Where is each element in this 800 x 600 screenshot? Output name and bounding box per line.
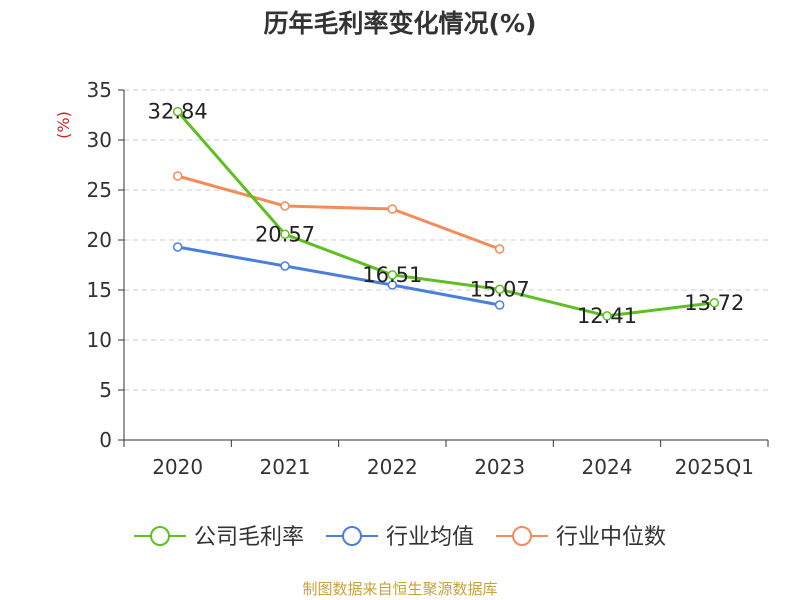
series-line xyxy=(177,245,500,307)
data-point xyxy=(494,244,505,254)
x-tick-label: 2021 xyxy=(260,455,311,479)
x-tick-label: 2020 xyxy=(152,455,203,479)
y-tick-label: 15 xyxy=(87,278,112,302)
legend-marker xyxy=(342,526,362,546)
legend-label: 行业均值 xyxy=(386,525,474,550)
data-point xyxy=(387,204,398,214)
x-tick-label: 2024 xyxy=(582,455,633,479)
y-tick-label: 25 xyxy=(87,178,112,202)
data-point xyxy=(172,242,183,252)
x-tick-label: 2023 xyxy=(474,455,525,479)
x-tick-label: 2022 xyxy=(367,455,418,479)
legend: 公司毛利率 行业均值 行业中位数 xyxy=(134,525,666,550)
data-point xyxy=(280,229,290,240)
data-label: 16.51 xyxy=(362,263,422,287)
legend-label: 公司毛利率 xyxy=(194,525,304,550)
y-tick-label: 35 xyxy=(87,78,112,102)
data-point xyxy=(172,171,183,181)
y-tick-label: 0 xyxy=(99,428,112,452)
series-lines xyxy=(176,110,715,318)
y-tick-label: 30 xyxy=(87,128,112,152)
x-tick-label: 2025Q1 xyxy=(675,455,754,479)
legend-label: 行业中位数 xyxy=(556,525,666,550)
data-labels: 32.84 20.57 16.51 15.07 12.41 13.72 xyxy=(148,100,745,328)
data-point xyxy=(387,280,398,290)
series-line xyxy=(177,174,501,251)
data-point xyxy=(280,261,290,271)
grid-lines xyxy=(124,89,768,391)
y-tick-label: 10 xyxy=(87,328,112,352)
data-label: 13.72 xyxy=(684,291,744,315)
data-label: 15.07 xyxy=(470,277,530,301)
data-point xyxy=(280,201,290,211)
data-label: 20.57 xyxy=(255,222,315,246)
legend-marker xyxy=(150,526,170,546)
data-point xyxy=(494,284,505,295)
y-tick-label: 20 xyxy=(87,228,112,252)
legend-marker xyxy=(512,526,532,546)
legend-item: 行业中位数 xyxy=(496,525,666,550)
data-point xyxy=(494,300,505,310)
data-point xyxy=(172,106,183,117)
chart-title: 历年毛利率变化情况(%) xyxy=(263,9,537,38)
y-axis-label: (%) xyxy=(54,111,73,139)
data-label: 12.41 xyxy=(577,304,637,328)
series-points xyxy=(172,106,720,321)
legend-item: 行业均值 xyxy=(326,525,474,550)
data-point xyxy=(387,270,398,280)
axes: 0 5 10 15 20 25 30 35 2020 2021 2022 2023 2024 2025Q1… xyxy=(54,78,769,479)
series-line xyxy=(176,110,715,318)
data-point xyxy=(602,311,612,321)
legend-item: 公司毛利率 xyxy=(134,525,304,550)
source-note: 制图数据来自恒生聚源数据库 xyxy=(302,580,498,598)
y-tick-label: 5 xyxy=(99,378,112,402)
data-label: 32.84 xyxy=(148,100,208,124)
data-point xyxy=(709,298,720,308)
